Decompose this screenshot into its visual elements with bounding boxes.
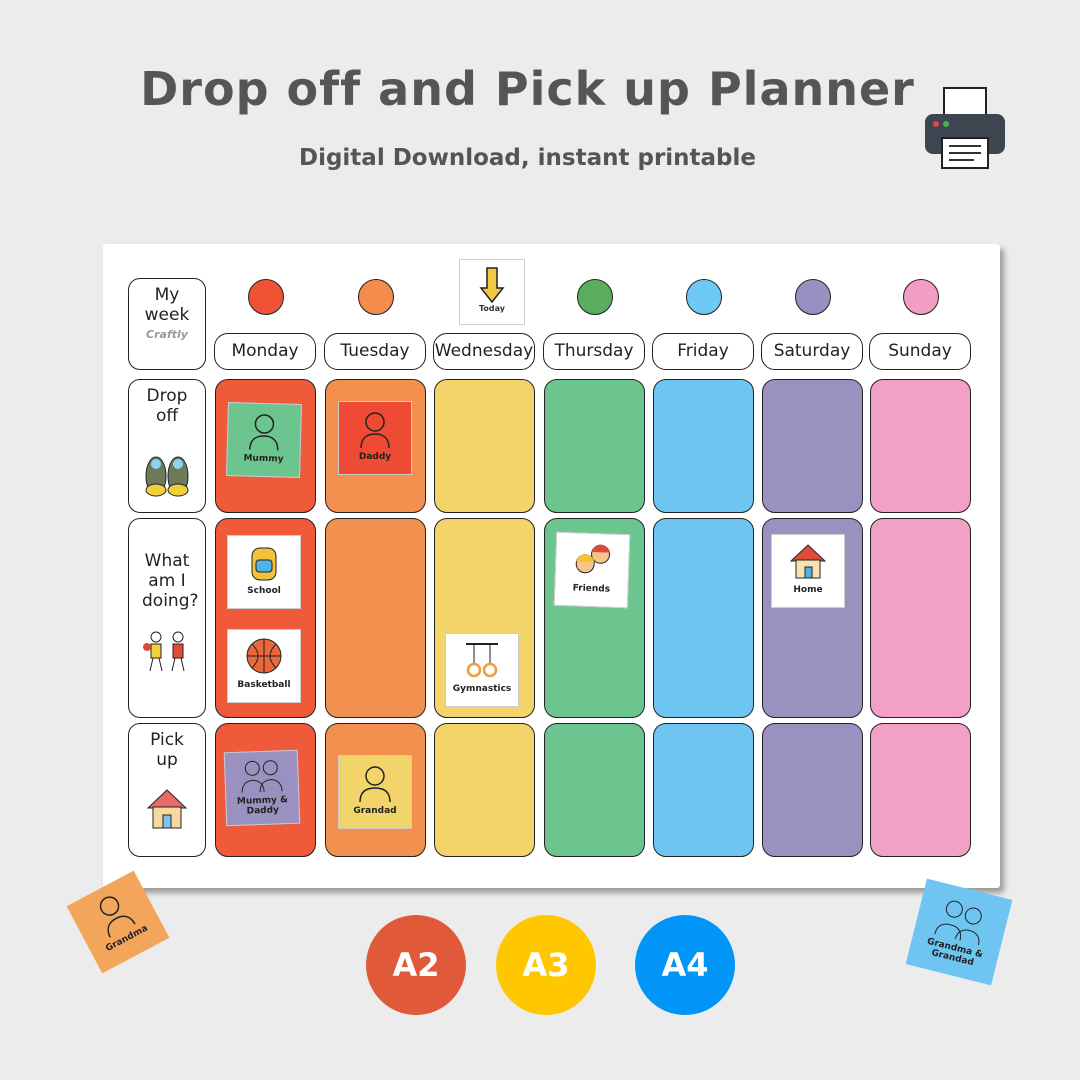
basketball-icon bbox=[246, 638, 282, 674]
day-color-dot bbox=[686, 279, 722, 315]
shoes-icon bbox=[129, 454, 205, 503]
grandad-icon bbox=[359, 766, 391, 802]
grandparents-icon bbox=[934, 900, 982, 946]
card-label: Grandad bbox=[353, 806, 397, 816]
today-label: Today bbox=[479, 304, 505, 313]
slot-friday-2[interactable] bbox=[653, 723, 754, 857]
gymnastic-rings-icon bbox=[466, 643, 498, 678]
card-label: Mummy bbox=[243, 453, 284, 465]
size-a3-badge[interactable]: A3 bbox=[496, 915, 596, 1015]
day-header-wednesday: Wednesday bbox=[433, 333, 535, 370]
corner-label: My week Craftly bbox=[128, 278, 206, 370]
card-label: Gymnastics bbox=[452, 684, 512, 694]
row-label-text: What am I doing? bbox=[142, 551, 199, 611]
my-week-text: My week bbox=[144, 285, 190, 325]
loose-card-grandma-grandad[interactable]: Grandma & Grandad bbox=[905, 878, 1013, 986]
day-color-dot bbox=[903, 279, 939, 315]
day-header-thursday: Thursday bbox=[543, 333, 645, 370]
card-label: School bbox=[247, 586, 281, 596]
day-color-dot bbox=[248, 279, 284, 315]
size-a4-badge[interactable]: A4 bbox=[635, 915, 735, 1015]
card-label: Basketball bbox=[237, 680, 291, 690]
card-basketball[interactable]: Basketball bbox=[227, 629, 301, 703]
house-icon bbox=[789, 544, 827, 579]
row-label-pick-up: Pick up bbox=[128, 723, 206, 857]
slot-thursday-2[interactable] bbox=[544, 723, 645, 857]
day-header-friday: Friday bbox=[652, 333, 754, 370]
loose-card-grandma[interactable]: Grandma bbox=[66, 870, 170, 974]
card-daddy[interactable]: Daddy bbox=[338, 401, 412, 475]
slot-friday-1[interactable] bbox=[653, 518, 754, 718]
row-label-drop-off: Drop off bbox=[128, 379, 206, 513]
slot-saturday-2[interactable] bbox=[762, 723, 863, 857]
day-header-saturday: Saturday bbox=[761, 333, 863, 370]
slot-saturday-0[interactable] bbox=[762, 379, 863, 513]
grandma-icon bbox=[99, 896, 136, 938]
day-header-sunday: Sunday bbox=[869, 333, 971, 370]
day-header-tuesday: Tuesday bbox=[324, 333, 426, 370]
day-color-dot bbox=[358, 279, 394, 315]
card-label: Friends bbox=[572, 583, 611, 595]
slot-tuesday-1[interactable] bbox=[325, 518, 426, 718]
slot-sunday-1[interactable] bbox=[870, 518, 971, 718]
card-label: Mummy & Daddy bbox=[236, 795, 289, 817]
slot-thursday-0[interactable] bbox=[544, 379, 645, 513]
woman-icon bbox=[248, 414, 279, 451]
slot-wednesday-0[interactable] bbox=[434, 379, 535, 513]
today-marker[interactable]: Today bbox=[459, 259, 525, 325]
parents-icon bbox=[241, 760, 283, 793]
card-gymnastics[interactable]: Gymnastics bbox=[445, 633, 519, 707]
day-color-dot bbox=[795, 279, 831, 315]
arrow-down-icon bbox=[479, 267, 505, 304]
card-grandad[interactable]: Grandad bbox=[338, 755, 412, 829]
day-header-monday: Monday bbox=[214, 333, 316, 370]
card-school[interactable]: School bbox=[227, 535, 301, 609]
man-icon bbox=[360, 412, 390, 448]
row-label-what-am-i-doing: What am I doing? bbox=[128, 518, 206, 718]
craftly-logo: Craftly bbox=[146, 328, 188, 341]
friends-icon bbox=[575, 544, 611, 574]
slot-sunday-0[interactable] bbox=[870, 379, 971, 513]
card-label: Home bbox=[793, 585, 823, 595]
page-subtitle: Digital Download, instant printable bbox=[298, 145, 757, 171]
house-icon bbox=[129, 786, 205, 835]
slot-friday-0[interactable] bbox=[653, 379, 754, 513]
card-label: Daddy bbox=[358, 452, 392, 462]
card-mummy-daddy[interactable]: Mummy & Daddy bbox=[223, 749, 301, 827]
card-friends[interactable]: Friends bbox=[553, 531, 631, 609]
day-color-dot bbox=[577, 279, 613, 315]
slot-wednesday-2[interactable] bbox=[434, 723, 535, 857]
card-home[interactable]: Home bbox=[771, 534, 845, 608]
printer-icon bbox=[922, 86, 1008, 174]
row-label-text: Pick up bbox=[150, 730, 184, 770]
kids-playing-icon bbox=[129, 629, 205, 678]
slot-sunday-2[interactable] bbox=[870, 723, 971, 857]
card-mummy[interactable]: Mummy bbox=[226, 402, 302, 478]
size-a2-badge[interactable]: A2 bbox=[366, 915, 466, 1015]
row-label-text: Drop off bbox=[146, 386, 188, 426]
backpack-icon bbox=[251, 547, 277, 581]
page-title: Drop off and Pick up Planner bbox=[140, 62, 915, 116]
